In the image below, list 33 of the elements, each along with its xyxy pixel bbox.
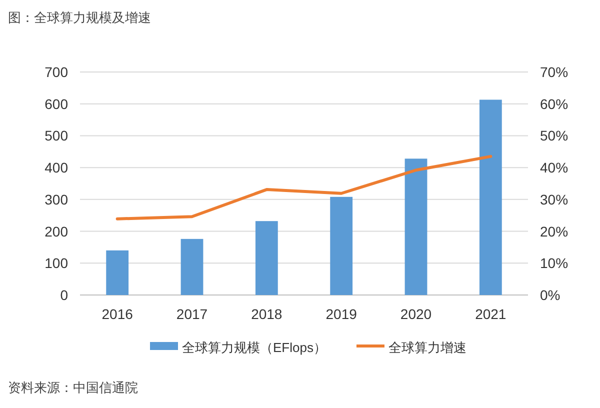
y-tick-label: 700 <box>44 64 68 80</box>
legend-label: 全球算力增速 <box>388 340 466 355</box>
line-series <box>116 154 492 220</box>
y2-tick-label: 60% <box>540 96 568 112</box>
y-tick-label: 400 <box>44 160 68 176</box>
bar <box>330 196 353 295</box>
bar <box>106 250 129 295</box>
y2-tick-label: 10% <box>540 255 568 272</box>
chart-title: 图：全球算力规模及增速 <box>8 10 151 25</box>
y-tick-label: 0 <box>60 287 68 303</box>
y2-tick-label: 20% <box>540 223 568 240</box>
y2-tick-label: 0% <box>540 287 560 303</box>
x-tick-label: 2020 <box>400 306 432 322</box>
y2-tick-label: 30% <box>540 191 568 208</box>
x-tick-label: 2016 <box>102 306 134 322</box>
x-tick-label: 2021 <box>475 306 506 322</box>
y2-tick-label: 40% <box>540 160 568 176</box>
y2-tick-label: 70% <box>540 64 568 80</box>
bar <box>479 100 502 295</box>
bar <box>255 221 278 295</box>
x-tick-label: 2018 <box>251 306 282 322</box>
text: 资料来源：中国信通院 <box>8 380 138 395</box>
y-tick-label: 200 <box>44 223 68 240</box>
bar <box>180 238 204 295</box>
legend-label: 全球算力规模（EFlops） <box>182 340 326 355</box>
y-tick-label: 600 <box>44 96 68 112</box>
bar <box>404 158 428 295</box>
y-tick-label: 100 <box>44 255 68 272</box>
x-tick-label: 2017 <box>176 306 208 322</box>
x-tick-label: 2019 <box>326 306 358 322</box>
y-tick-label: 300 <box>44 191 68 208</box>
y-tick-label: 500 <box>44 128 68 144</box>
y2-tick-label: 50% <box>540 128 568 144</box>
